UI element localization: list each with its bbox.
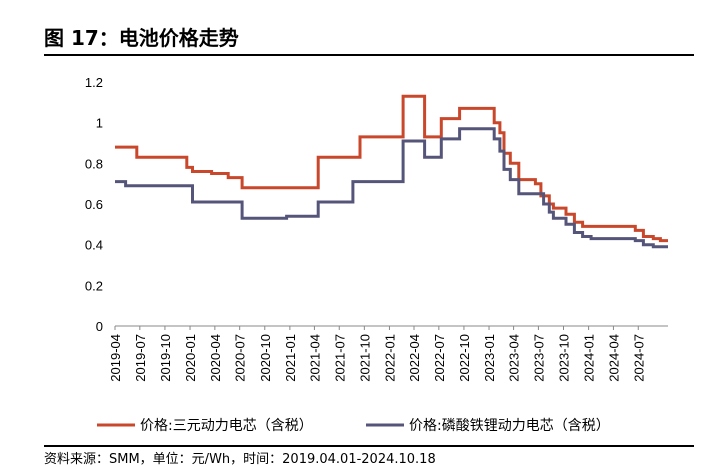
- x-tick-label: 2024-07: [631, 334, 646, 382]
- series-line: [115, 127, 668, 249]
- legend-label: 价格:磷酸铁锂动力电芯（含税）: [409, 418, 610, 434]
- figure-title: 图 17：电池价格走势: [44, 26, 239, 50]
- title-rule: [44, 54, 694, 56]
- x-tick-label: 2019-10: [158, 334, 173, 382]
- x-tick-label: 2019-04: [108, 334, 123, 382]
- y-tick-label: 0.2: [85, 278, 103, 293]
- x-tick-label: 2022-07: [432, 334, 447, 382]
- legend-label: 价格:三元动力电芯（含税）: [140, 418, 313, 434]
- x-tick-label: 2020-01: [183, 334, 198, 382]
- source-note: 资料来源：SMM，单位：元/Wh，时间：2019.04.01-2024.10.1…: [44, 452, 436, 467]
- x-tick-label: 2019-07: [133, 334, 148, 382]
- x-tick-label: 2021-04: [307, 334, 322, 382]
- y-tick-label: 0.6: [85, 197, 103, 212]
- x-tick-label: 2020-10: [258, 334, 273, 382]
- x-tick-label: 2023-01: [482, 334, 497, 382]
- y-tick-label: 1.2: [85, 75, 103, 90]
- x-tick-label: 2022-04: [407, 334, 422, 382]
- price-chart: 0 0.2 0.4 0.6 0.8 1 1.2 2019-04 2019-07 2019-10 20…: [85, 75, 668, 434]
- source-rule: [44, 445, 694, 447]
- x-tick-label: 2024-01: [582, 334, 597, 382]
- y-tick-label: 0: [96, 319, 103, 334]
- x-tick-label: 2022-10: [457, 334, 472, 382]
- y-tick-label: 0.4: [85, 238, 103, 253]
- x-tick-label: 2023-10: [557, 334, 572, 382]
- x-tick-label: 2022-01: [382, 334, 397, 382]
- x-tick-label: 2021-07: [332, 334, 347, 382]
- y-tick-label: 0.8: [85, 156, 103, 171]
- x-tick-label: 2023-07: [531, 334, 546, 382]
- x-tick-label: 2021-10: [357, 334, 372, 382]
- series-line: [115, 94, 668, 243]
- x-tick-label: 2021-01: [283, 334, 298, 382]
- x-tick-label: 2023-04: [507, 334, 522, 382]
- x-tick-label: 2020-07: [233, 334, 248, 382]
- x-tick-label: 2024-04: [606, 334, 621, 382]
- x-tick-label: 2020-04: [208, 334, 223, 382]
- y-tick-label: 1: [96, 116, 103, 131]
